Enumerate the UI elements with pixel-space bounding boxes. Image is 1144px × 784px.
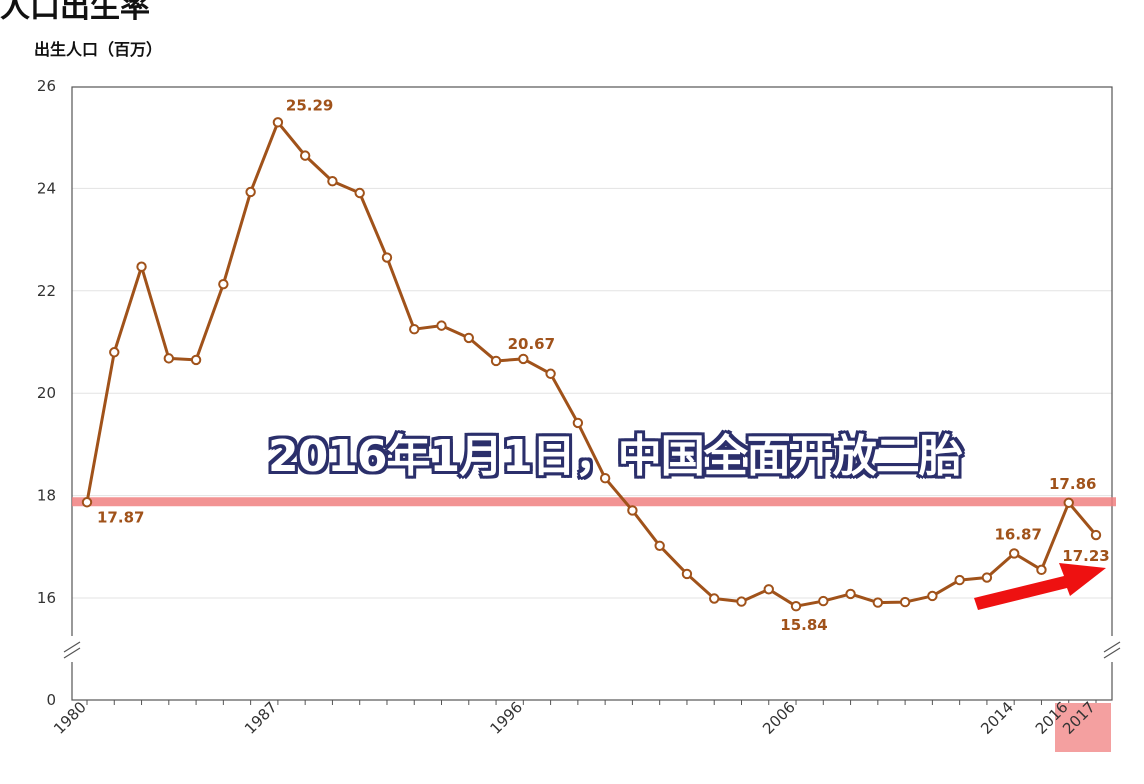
top-cut-title: 人口出生率	[0, 0, 150, 25]
data-point	[1036, 564, 1047, 576]
data-label: 16.87	[994, 525, 1041, 543]
data-point	[518, 353, 529, 365]
data-point	[354, 187, 365, 199]
data-point	[545, 368, 556, 379]
x-tick-label: 1987	[241, 698, 281, 738]
break-mark	[63, 641, 81, 653]
y-tick-label: 24	[37, 179, 56, 197]
reference-band	[72, 497, 1116, 507]
data-label: 25.29	[286, 96, 333, 114]
data-point	[627, 505, 638, 516]
y-axis-label: 出生人口（百万）	[34, 40, 163, 59]
data-point	[899, 596, 911, 608]
data-labels: 17.87 25.29 20.67 15.84 16.87 17.86 17.23	[97, 96, 1110, 634]
series-line	[85, 120, 1098, 608]
series-points	[81, 117, 1102, 612]
data-point	[136, 261, 147, 272]
data-point	[109, 347, 120, 358]
data-label: 15.84	[780, 616, 827, 634]
data-point	[1090, 529, 1102, 541]
data-point	[272, 117, 284, 128]
data-label: 17.86	[1049, 475, 1096, 493]
data-point	[327, 176, 338, 187]
red-arrow-shape	[974, 563, 1106, 610]
data-point	[654, 540, 665, 551]
break-mark	[63, 647, 81, 659]
break-mark	[1103, 641, 1121, 653]
data-point	[927, 590, 938, 602]
data-point	[436, 320, 447, 331]
data-point	[490, 355, 502, 367]
data-point	[463, 332, 474, 344]
y-tick-label: 26	[37, 77, 56, 95]
data-point	[599, 472, 611, 484]
label-highlight-box	[1055, 703, 1111, 752]
x-tick-label: 1996	[486, 698, 526, 738]
y-tick-label: 20	[37, 384, 56, 402]
data-point	[409, 324, 420, 335]
data-point	[381, 252, 393, 263]
data-point	[190, 354, 202, 366]
y-tick-label: 16	[37, 589, 56, 607]
data-point	[245, 186, 256, 198]
data-point	[572, 417, 584, 429]
plot-frame	[71, 86, 1113, 701]
break-mark	[1103, 647, 1121, 659]
data-point	[981, 572, 993, 583]
x-tick-label: 2014	[977, 698, 1017, 738]
red-arrow	[974, 563, 1106, 610]
data-point	[790, 600, 802, 612]
data-point	[872, 597, 884, 608]
data-point	[1008, 548, 1020, 559]
data-point	[681, 568, 693, 580]
data-point	[954, 574, 965, 586]
data-point	[1063, 497, 1074, 508]
overlay-caption: 2016年1月1日，中国全面开放二胎	[268, 431, 963, 482]
data-label: 17.23	[1062, 547, 1109, 565]
data-point	[218, 278, 229, 290]
series-polyline	[85, 120, 1098, 608]
x-tick-label: 2006	[759, 698, 799, 738]
data-point	[763, 584, 774, 595]
data-point	[81, 497, 93, 508]
data-point	[163, 353, 175, 364]
data-point	[709, 593, 720, 604]
data-point	[736, 596, 747, 607]
data-label: 17.87	[97, 508, 144, 526]
y-tick-label: 22	[37, 282, 56, 300]
data-point	[818, 595, 829, 607]
grid-lines	[72, 187, 1112, 599]
y-tick-label: 0	[46, 691, 56, 709]
y-tick-labels: 0 16 18 20 22 24 26	[37, 77, 56, 709]
axis-break-marks	[63, 636, 1121, 662]
reference-band-rect	[72, 497, 1116, 507]
data-point	[845, 588, 856, 600]
y-tick-label: 18	[37, 487, 56, 505]
data-point	[299, 150, 311, 161]
x-tick-label: 1980	[50, 698, 90, 738]
data-label: 20.67	[508, 335, 555, 353]
